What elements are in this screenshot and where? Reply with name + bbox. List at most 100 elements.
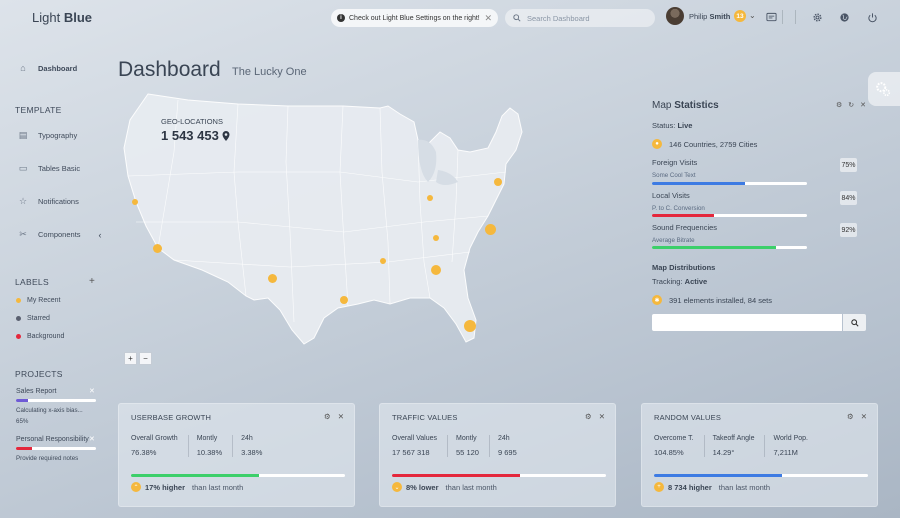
app-logo[interactable]: Light Blue: [32, 10, 92, 25]
project-title[interactable]: Personal Responsibility: [16, 436, 89, 443]
widget-progress: [654, 474, 868, 477]
widget-controls: ⚙ ✕: [847, 412, 867, 421]
sidebar-projects-heading: PROJECTS: [15, 369, 63, 379]
close-icon[interactable]: ✕: [860, 102, 867, 109]
zoom-in-button[interactable]: +: [124, 352, 137, 365]
map-marker[interactable]: [153, 244, 162, 253]
widget-title: USERBASE GROWTH: [131, 413, 212, 422]
project-note: Calculating x-axis bias...: [16, 407, 83, 414]
sidebar-item-components[interactable]: ✂ Components ‹: [19, 229, 102, 240]
sidebar-labels-heading: LABELS: [15, 277, 49, 287]
map-marker[interactable]: [494, 178, 502, 186]
local-visits-percent: 84%: [840, 191, 857, 205]
avatar[interactable]: [666, 7, 684, 25]
settings-notice: i Check out Light Blue Settings on the r…: [331, 9, 498, 27]
status-line: Status: Live: [652, 121, 693, 130]
map-marker[interactable]: [431, 265, 441, 275]
close-icon[interactable]: ✕: [89, 388, 95, 395]
map-statistics-title: Map Statistics: [652, 100, 719, 111]
search-box[interactable]: [505, 9, 655, 27]
map-search-button[interactable]: [843, 314, 866, 331]
close-icon[interactable]: ✕: [860, 412, 867, 421]
widget-footer: ⌃ 17% higher than last month: [131, 482, 243, 492]
arrow-down-icon: ⌄: [392, 482, 402, 492]
refresh-icon[interactable]: ↻: [848, 102, 855, 109]
chevron-left-icon: ‹: [98, 229, 102, 240]
foreign-visits-sub: Some Cool Text: [652, 172, 696, 179]
user-name[interactable]: Philip Smith: [689, 12, 731, 21]
gear-icon[interactable]: [810, 10, 824, 24]
label-background[interactable]: Background: [16, 333, 64, 340]
gears-icon: [876, 82, 891, 97]
installed-line: ✱ 391 elements installed, 84 sets: [652, 295, 772, 305]
label-dot: [16, 334, 21, 339]
map-marker[interactable]: [433, 235, 439, 241]
project-title[interactable]: Sales Report: [16, 388, 57, 395]
foreign-visits-label: Foreign Visits: [652, 158, 698, 167]
sidebar-item-tables[interactable]: ▭ Tables Basic: [18, 163, 81, 173]
foreign-visits-bar: [652, 182, 807, 185]
map-marker[interactable]: [340, 296, 348, 304]
widget-controls: ⚙ ✕: [324, 412, 344, 421]
map-marker[interactable]: [132, 199, 138, 205]
random-values-widget: RANDOM VALUES ⚙ ✕ Overcome T. 104.85% Take…: [641, 403, 878, 507]
widget-controls: ⚙ ✕: [585, 412, 605, 421]
close-icon[interactable]: ✕: [484, 12, 492, 23]
tracking-line: Tracking: Active: [652, 277, 708, 286]
wrench-icon: ✂: [19, 229, 27, 239]
sidebar-item-typography[interactable]: ▤ Typography: [18, 130, 78, 140]
sound-frequencies-label: Sound Frequencies: [652, 223, 718, 232]
info-icon: i: [337, 14, 345, 22]
project-progress: [16, 447, 96, 450]
label-dot: [16, 298, 21, 303]
zoom-out-button[interactable]: −: [139, 352, 152, 365]
settings-toggle-button[interactable]: [868, 72, 900, 106]
star-icon: ☆: [18, 196, 28, 206]
close-icon[interactable]: ✕: [337, 412, 344, 421]
close-icon[interactable]: ✕: [89, 436, 95, 443]
gear-icon[interactable]: ⚙: [846, 412, 854, 421]
chevron-down-icon[interactable]: ⌄: [749, 11, 756, 20]
search-input[interactable]: [527, 13, 647, 23]
globe-icon[interactable]: [837, 10, 851, 24]
messages-icon[interactable]: [764, 10, 778, 24]
label-starred[interactable]: Starred: [16, 315, 50, 322]
sound-frequencies-bar: [652, 246, 807, 249]
table-icon: ▭: [18, 163, 28, 173]
label-my-recent[interactable]: My Recent: [16, 297, 60, 304]
sound-frequencies-sub: Average Bitrate: [652, 237, 695, 244]
divider: [782, 10, 783, 24]
power-icon[interactable]: [865, 10, 879, 24]
map-marker[interactable]: [464, 320, 476, 332]
map-marker[interactable]: [268, 274, 277, 283]
local-visits-label: Local Visits: [652, 191, 690, 200]
notification-badge[interactable]: 13: [734, 10, 746, 22]
close-icon[interactable]: ✕: [598, 412, 605, 421]
plus-icon: +: [654, 482, 664, 492]
gear-icon[interactable]: ⚙: [836, 102, 843, 109]
traffic-values-widget: TRAFFIC VALUES ⚙ ✕ Overall Values 17 567 3…: [379, 403, 616, 507]
map-marker[interactable]: [485, 224, 496, 235]
divider: [795, 10, 796, 24]
us-map[interactable]: [118, 92, 538, 354]
page-title: Dashboard: [118, 58, 221, 81]
widget-footer: ⌄ 8% lower than last month: [392, 482, 497, 492]
widget-title: TRAFFIC VALUES: [392, 413, 458, 422]
search-icon: [513, 14, 521, 22]
sidebar-item-notifications[interactable]: ☆ Notifications: [18, 196, 79, 206]
local-visits-bar: [652, 214, 807, 217]
geo-locations-label: GEO-LOCATIONS: [161, 117, 223, 126]
project-progress: [16, 399, 96, 402]
add-label-button[interactable]: +: [89, 276, 95, 287]
page-subtitle: The Lucky One: [232, 66, 307, 78]
gear-icon[interactable]: ⚙: [323, 412, 331, 421]
map-search-input[interactable]: [652, 314, 842, 331]
map-marker[interactable]: [380, 258, 386, 264]
sidebar-item-dashboard[interactable]: ⌂ Dashboard: [18, 63, 77, 73]
map-marker[interactable]: [427, 195, 433, 201]
project-value: 65%: [16, 418, 29, 425]
widget-stats: Overall Growth 76.38% Montly 10.38% 24h 3.3…: [131, 435, 263, 457]
gear-icon[interactable]: ⚙: [584, 412, 592, 421]
project-note: Provide required notes: [16, 455, 79, 462]
map-distributions-title: Map Distributions: [652, 263, 716, 272]
